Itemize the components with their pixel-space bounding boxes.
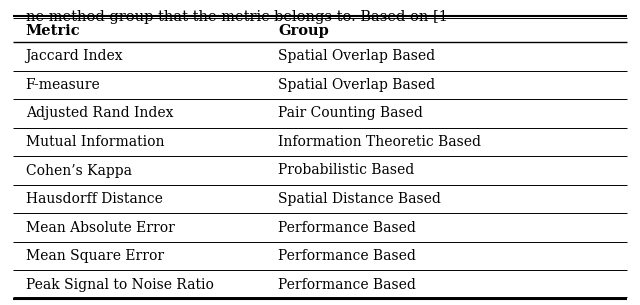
Text: Group: Group: [278, 24, 329, 38]
Text: Mean Square Error: Mean Square Error: [26, 249, 164, 263]
Text: Performance Based: Performance Based: [278, 221, 416, 235]
Text: Mutual Information: Mutual Information: [26, 135, 164, 149]
Text: ne method group that the metric belongs to. Based on [1: ne method group that the metric belongs …: [26, 10, 447, 24]
Text: Peak Signal to Noise Ratio: Peak Signal to Noise Ratio: [26, 278, 214, 292]
Text: Performance Based: Performance Based: [278, 278, 416, 292]
Text: Jaccard Index: Jaccard Index: [26, 49, 124, 63]
Text: Spatial Overlap Based: Spatial Overlap Based: [278, 78, 436, 92]
Text: Cohen’s Kappa: Cohen’s Kappa: [26, 163, 132, 178]
Text: Adjusted Rand Index: Adjusted Rand Index: [26, 106, 173, 120]
Text: Spatial Overlap Based: Spatial Overlap Based: [278, 49, 436, 63]
Text: Probabilistic Based: Probabilistic Based: [278, 163, 415, 178]
Text: Hausdorff Distance: Hausdorff Distance: [26, 192, 163, 206]
Text: Spatial Distance Based: Spatial Distance Based: [278, 192, 441, 206]
Text: Pair Counting Based: Pair Counting Based: [278, 106, 423, 120]
Text: Performance Based: Performance Based: [278, 249, 416, 263]
Text: Mean Absolute Error: Mean Absolute Error: [26, 221, 175, 235]
Text: Information Theoretic Based: Information Theoretic Based: [278, 135, 481, 149]
Text: F-measure: F-measure: [26, 78, 100, 92]
Text: Metric: Metric: [26, 24, 80, 38]
